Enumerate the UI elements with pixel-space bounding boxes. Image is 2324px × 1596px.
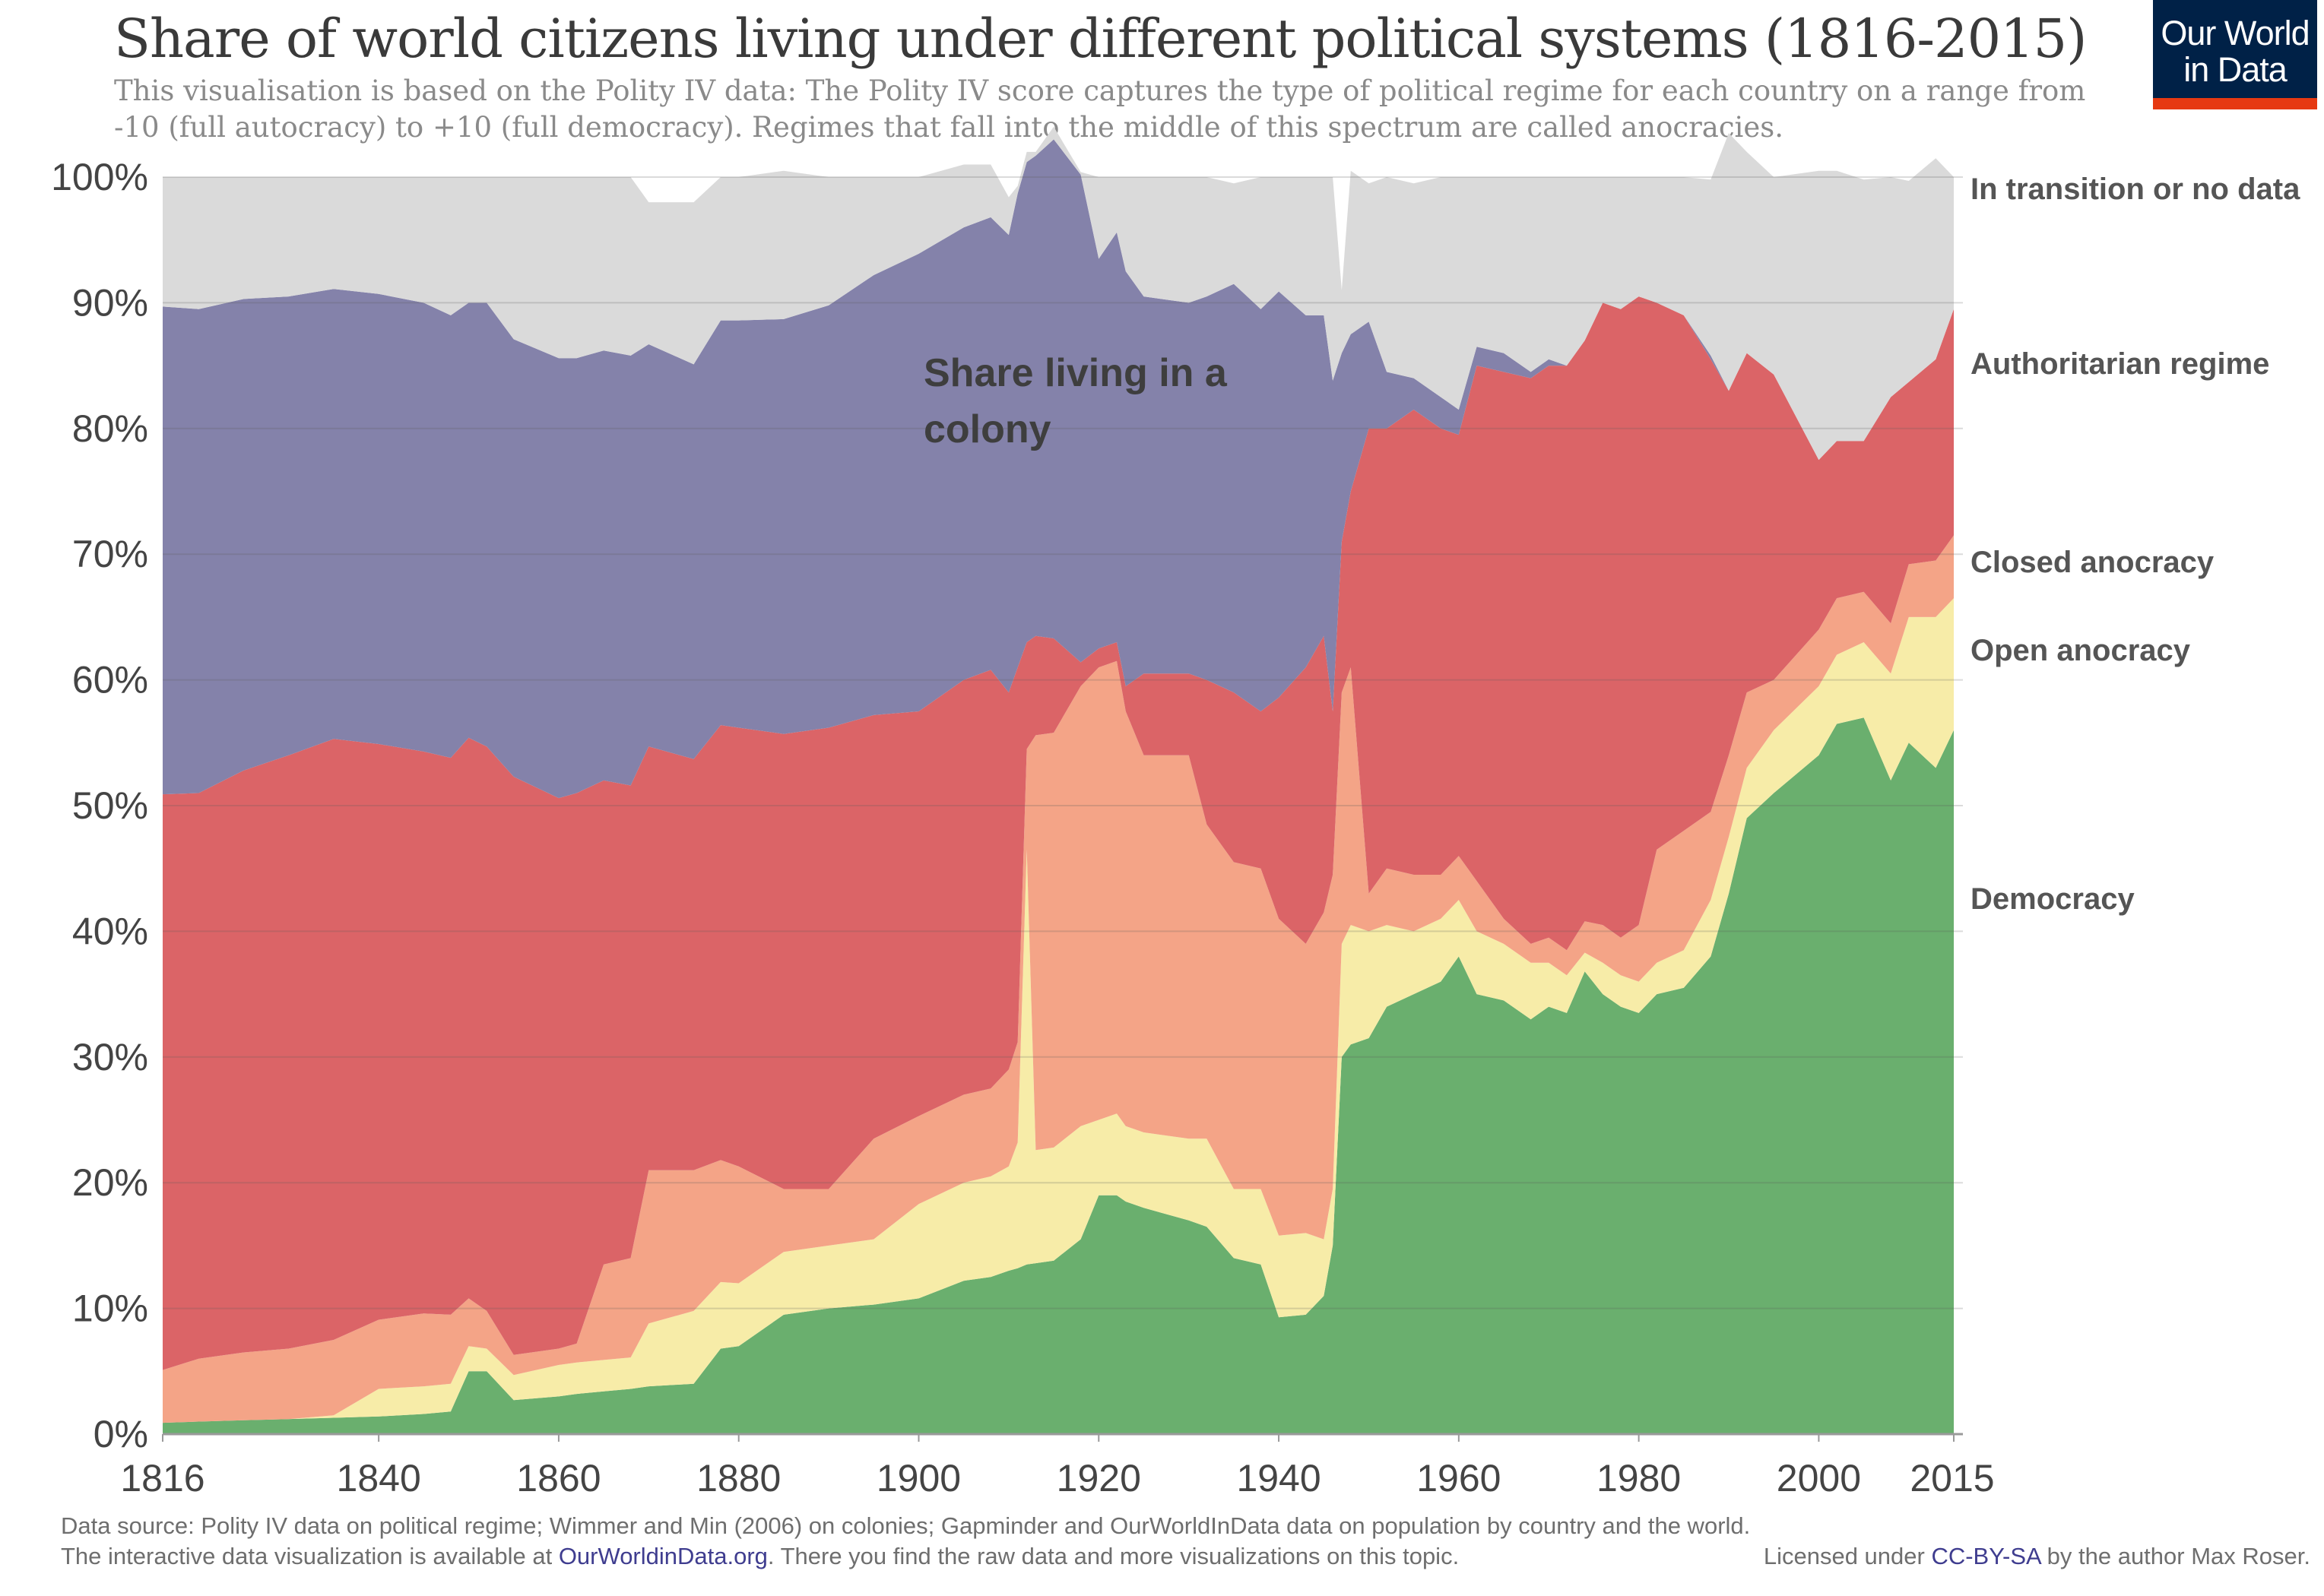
footer-interactive-suffix: . There you find the raw data and more v… — [767, 1543, 1460, 1569]
footer-license: Licensed under CC-BY-SA by the author Ma… — [1764, 1543, 2310, 1570]
logo-accent-bar — [2153, 98, 2317, 109]
series-label-open-anocracy: Open anocracy — [1970, 634, 2191, 667]
area-colony — [163, 139, 1954, 799]
footer-source: Data source: Polity IV data on political… — [61, 1512, 1751, 1539]
owid-link[interactable]: OurWorldinData.org — [558, 1543, 768, 1569]
x-tick-label: 1840 — [337, 1457, 421, 1499]
x-tick-label: 2015 — [1910, 1457, 1994, 1499]
y-tick-label: 60% — [72, 659, 148, 701]
owid-logo[interactable]: Our World in Data — [2153, 0, 2317, 109]
series-label-in-transition-or-no-data: In transition or no data — [1970, 173, 2300, 206]
x-tick-label: 1920 — [1057, 1457, 1141, 1499]
x-tick-label: 1816 — [120, 1457, 204, 1499]
y-tick-label: 80% — [72, 407, 148, 450]
series-label-democracy: Democracy — [1970, 882, 2135, 916]
y-tick-label: 20% — [72, 1161, 148, 1204]
chart-title: Share of world citizens living under dif… — [114, 8, 2088, 70]
y-tick-label: 10% — [72, 1287, 148, 1330]
area-closed-anocracy — [163, 535, 1954, 1423]
y-tick-label: 70% — [72, 533, 148, 575]
series-label-authoritarian-regime: Authoritarian regime — [1970, 347, 2269, 381]
license-link[interactable]: CC-BY-SA — [1931, 1543, 2041, 1569]
y-tick-label: 90% — [72, 281, 148, 324]
series-label-closed-anocracy: Closed anocracy — [1970, 546, 2215, 579]
logo-line-2: in Data — [2183, 50, 2288, 89]
area-authoritarian-regime — [163, 296, 1954, 1370]
area-in-transition-or-no-data — [163, 126, 1954, 461]
chart-subtitle: This visualisation is based on the Polit… — [114, 74, 2086, 144]
x-tick-label: 1940 — [1236, 1457, 1321, 1499]
series-labels: In transition or no data Authoritarian re… — [1970, 173, 2300, 916]
footer-interactive-prefix: The interactive data visualization is av… — [61, 1543, 559, 1569]
y-tick-label: 0% — [94, 1413, 148, 1455]
x-axis-tick-labels: 1816 1840 1860 1880 1900 1920 1940 1960 1980 2000… — [120, 1434, 1995, 1499]
x-tick-label: 1900 — [877, 1457, 961, 1499]
logo-line-1: Our World — [2161, 14, 2310, 52]
chart-areas — [163, 126, 1954, 1434]
x-tick-label: 1980 — [1596, 1457, 1681, 1499]
y-tick-label: 40% — [72, 910, 148, 952]
license-suffix: by the author Max Roser. — [2040, 1543, 2310, 1569]
y-axis-tick-labels: 0% 10% 20% 30% 40% 50% 60% 70% 80% 90% 100% — [51, 156, 148, 1455]
chart-gridlines — [163, 176, 1963, 1436]
x-tick-label: 1860 — [516, 1457, 601, 1499]
footer-interactive-note: The interactive data visualization is av… — [61, 1543, 1459, 1570]
y-tick-label: 30% — [72, 1036, 148, 1078]
area-democracy — [163, 717, 1954, 1434]
colony-annotation: Share living in a colony — [924, 351, 1228, 451]
y-tick-label: 100% — [51, 156, 148, 198]
x-tick-label: 1880 — [696, 1457, 781, 1499]
y-tick-label: 50% — [72, 784, 148, 827]
x-tick-label: 1960 — [1416, 1457, 1501, 1499]
x-tick-label: 2000 — [1777, 1457, 1861, 1499]
license-prefix: Licensed under — [1763, 1543, 1932, 1569]
